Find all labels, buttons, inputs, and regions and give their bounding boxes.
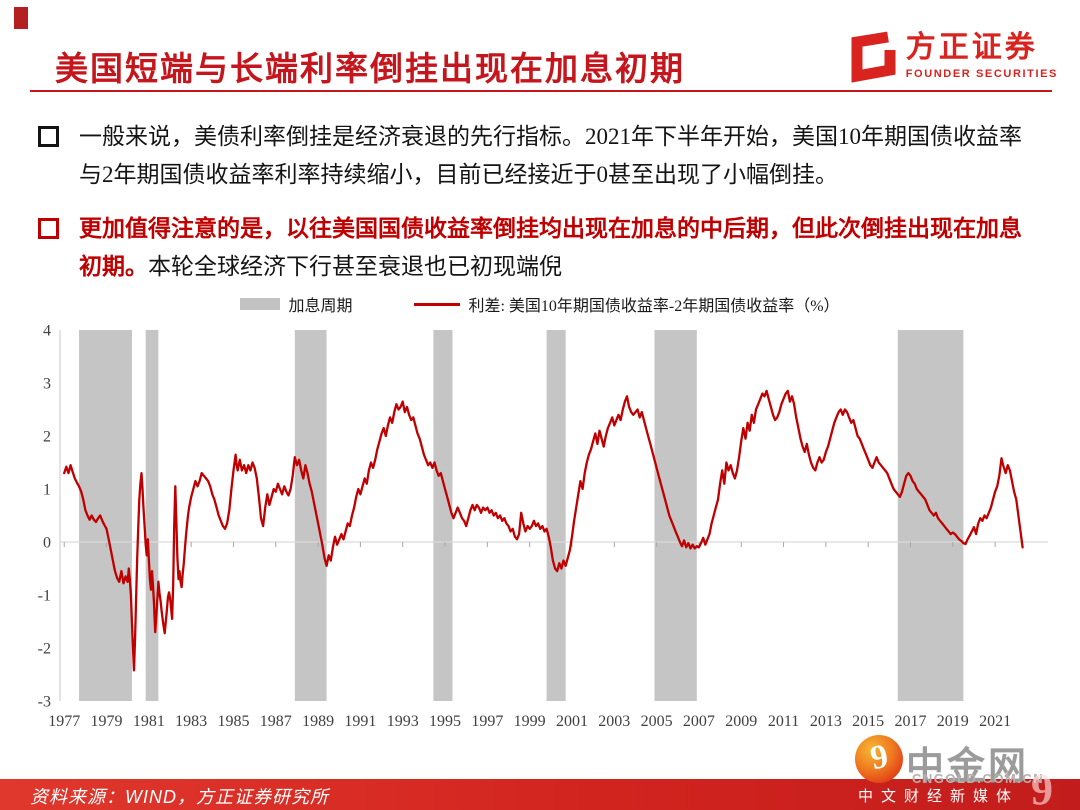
x-tick-label: 2019: [937, 713, 969, 730]
x-tick-label: 2003: [598, 713, 630, 730]
legend-item-spread-line: 利差: 美国10年期国债收益率-2年期国债收益率（%）: [414, 292, 840, 316]
x-tick-label: 2007: [683, 713, 715, 730]
legend-label-band: 加息周期: [288, 298, 353, 315]
watermark-domain: CNGOLD.COM.CN: [912, 771, 1045, 786]
bullet-1-text: 一般来说，美债利率倒挂是经济衰退的先行指标。2021年下半年开始，美国10年期国…: [79, 124, 1022, 187]
x-tick-label: 2015: [852, 713, 884, 730]
legend-item-hike-band: 加息周期: [240, 292, 352, 316]
x-tick-label: 1989: [302, 713, 334, 730]
corner-accent-rect: [14, 7, 28, 29]
title-underline: [30, 90, 1052, 92]
bullet-2-black-text: 本轮全球经济下行甚至衰退也已初现端倪: [148, 254, 562, 279]
bullet-item-2: 更加值得注意的是，以往美国国债收益率倒挂均出现在加息的中后期，但此次倒挂出现在加…: [38, 210, 1034, 286]
x-tick-label: 2021: [979, 713, 1011, 730]
source-text: 资料来源：WIND，方正证券研究所: [30, 787, 329, 807]
founder-logo-icon: [851, 31, 896, 83]
band-swatch-icon: [240, 298, 281, 310]
spread-line-chart: 1977 1979 1981 1983 1985 1987 1989 1991 1993 1995…: [38, 323, 1048, 730]
x-tick-label: 1987: [260, 713, 292, 730]
x-tick-label: 2001: [556, 713, 588, 730]
hike-period-band: [654, 330, 697, 701]
x-tick-label: 1985: [217, 713, 249, 730]
y-tick-label: 0: [43, 535, 51, 552]
x-tick-label: 1991: [344, 713, 376, 730]
x-tick-label: 1995: [429, 713, 461, 730]
cngold-logo-icon: 9: [855, 735, 903, 783]
cngold-swirl-glyph: 9: [866, 737, 892, 777]
hike-period-band: [294, 330, 327, 701]
footer-bar: [0, 779, 1080, 810]
x-tick-label: 1979: [91, 713, 123, 730]
x-tick-label: 2013: [810, 713, 842, 730]
y-tick-label: -3: [38, 694, 51, 711]
x-tick-label: 1977: [48, 713, 80, 730]
watermark-name: 中金网: [906, 746, 1030, 788]
x-tick-label: 1993: [387, 713, 419, 730]
page-title: 美国短端与长端利率倒挂出现在加息初期: [55, 50, 685, 87]
logo-name-cn: 方正证券: [905, 30, 1038, 64]
bullet-2-red-text: 更加值得注意的是，以往美国国债收益率倒挂均出现在加息的中后期，但此次倒挂出现在加…: [79, 216, 1022, 279]
page-number: 9: [1031, 765, 1053, 810]
hike-period-band: [546, 330, 566, 701]
y-tick-label: 3: [43, 376, 51, 393]
watermark-tagline: 中文财经新媒体: [858, 788, 1020, 805]
x-tick-label: 2017: [894, 713, 926, 730]
y-tick-label: 2: [43, 429, 51, 446]
bullet-square-icon: [38, 218, 59, 239]
spread-series-line: [63, 389, 1024, 672]
x-tick-label: 2011: [768, 713, 799, 730]
hike-period-band: [145, 330, 159, 701]
x-tick-label: 2005: [641, 713, 673, 730]
y-tick-label: 1: [43, 482, 51, 499]
x-tick-label: 1997: [471, 713, 503, 730]
bullet-square-icon: [38, 126, 59, 147]
x-tick-label: 1983: [175, 713, 207, 730]
y-tick-label: -1: [38, 588, 51, 605]
x-tick-label: 1999: [514, 713, 546, 730]
line-swatch-icon: [414, 302, 461, 306]
hike-period-band: [433, 330, 453, 701]
x-tick-label: 1981: [133, 713, 165, 730]
legend-label-line: 利差: 美国10年期国债收益率-2年期国债收益率（%）: [468, 298, 840, 315]
bullet-2-text: 更加值得注意的是，以往美国国债收益率倒挂均出现在加息的中后期，但此次倒挂出现在加…: [79, 210, 1034, 286]
y-tick-label: 4: [43, 323, 51, 340]
hike-period-band: [897, 330, 964, 701]
y-tick-label: -2: [38, 641, 51, 658]
founder-securities-logo: 方正证券 FOUNDER SECURITIES: [844, 28, 1058, 84]
x-tick-label: 2009: [725, 713, 757, 730]
bullet-item-1: 一般来说，美债利率倒挂是经济衰退的先行指标。2021年下半年开始，美国10年期国…: [38, 118, 1034, 194]
logo-name-en: FOUNDER SECURITIES: [905, 67, 1058, 80]
chart-legend: 加息周期 利差: 美国10年期国债收益率-2年期国债收益率（%）: [0, 292, 1080, 316]
